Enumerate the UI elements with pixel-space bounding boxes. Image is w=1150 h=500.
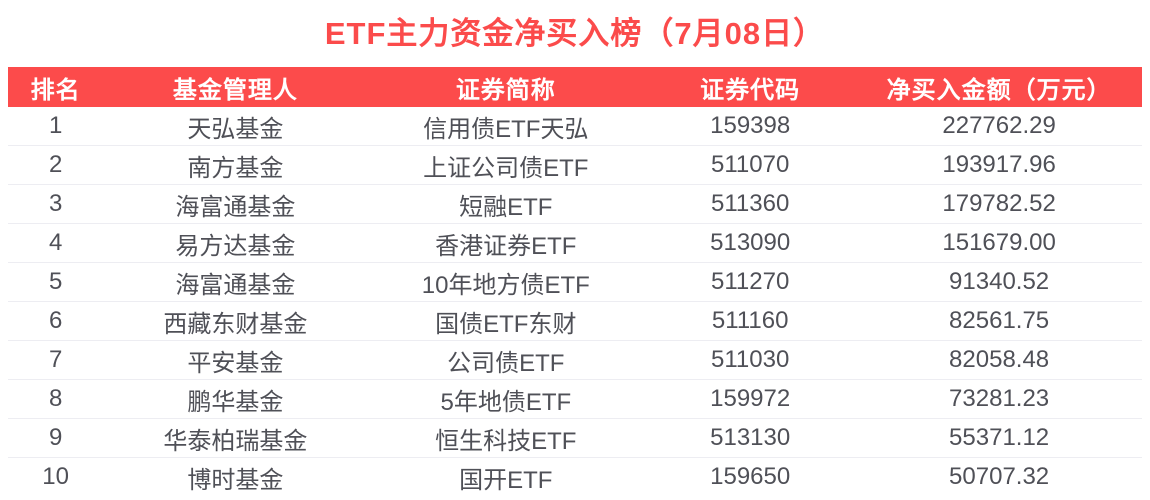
- rank-cell: 1: [8, 107, 104, 146]
- table-row: 6 西藏东财基金 国债ETF东财 511160 82561.75: [8, 301, 1142, 341]
- table-row: 7 平安基金 公司债ETF 511030 82058.48: [8, 340, 1142, 380]
- table-row: 9 华泰柏瑞基金 恒生科技ETF 513130 55371.12: [8, 418, 1142, 458]
- security-code-cell: 511270: [644, 262, 857, 302]
- rank-cell: 4: [8, 223, 104, 263]
- security-name-cell: 短融ETF: [367, 184, 645, 224]
- net-buy-amount-cell: 82561.75: [856, 301, 1142, 341]
- header-cell-security-code: 证券代码: [644, 67, 857, 107]
- header-cell-security-name: 证券简称: [367, 67, 645, 107]
- security-name-cell: 上证公司债ETF: [367, 145, 645, 185]
- table-row: 10 博时基金 国开ETF 159650 50707.32: [8, 457, 1142, 496]
- rank-cell: 5: [8, 262, 104, 302]
- security-code-cell: 513130: [644, 418, 857, 458]
- rank-cell: 9: [8, 418, 104, 458]
- net-buy-amount-cell: 50707.32: [856, 457, 1142, 496]
- security-code-cell: 511360: [644, 184, 857, 224]
- header-cell-rank: 排名: [8, 67, 104, 107]
- security-name-cell: 恒生科技ETF: [367, 418, 645, 458]
- header-cell-net-buy-amount: 净买入金额（万元）: [856, 67, 1142, 107]
- fund-manager-cell: 西藏东财基金: [103, 301, 368, 341]
- security-code-cell: 159398: [644, 107, 857, 146]
- etf-net-buy-table: 排名 基金管理人 证券简称 证券代码 净买入金额（万元） 1 天弘基金 信用债ETF天弘 15…: [8, 67, 1142, 496]
- rank-cell: 2: [8, 145, 104, 185]
- fund-manager-cell: 天弘基金: [103, 107, 368, 146]
- table-row: 4 易方达基金 香港证券ETF 513090 151679.00: [8, 223, 1142, 263]
- header-cell-fund-manager: 基金管理人: [103, 67, 368, 107]
- page-title: ETF主力资金净买入榜（7月08日）: [324, 16, 826, 51]
- security-name-cell: 信用债ETF天弘: [367, 107, 645, 146]
- rank-cell: 3: [8, 184, 104, 224]
- security-name-cell: 国开ETF: [367, 457, 645, 496]
- table-row: 3 海富通基金 短融ETF 511360 179782.52: [8, 184, 1142, 224]
- table-row: 2 南方基金 上证公司债ETF 511070 193917.96: [8, 145, 1142, 185]
- security-code-cell: 511070: [644, 145, 857, 185]
- security-code-cell: 511030: [644, 340, 857, 380]
- table-row: 5 海富通基金 10年地方债ETF 511270 91340.52: [8, 262, 1142, 302]
- net-buy-amount-cell: 73281.23: [856, 379, 1142, 419]
- rank-cell: 8: [8, 379, 104, 419]
- fund-manager-cell: 鹏华基金: [103, 379, 368, 419]
- table-row: 8 鹏华基金 5年地债ETF 159972 73281.23: [8, 379, 1142, 419]
- security-code-cell: 159650: [644, 457, 857, 496]
- table-body: 1 天弘基金 信用债ETF天弘 159398 227762.29 2 南方基金 上证公司债ET…: [8, 107, 1142, 496]
- security-name-cell: 香港证券ETF: [367, 223, 645, 263]
- net-buy-amount-cell: 193917.96: [856, 145, 1142, 185]
- table-row: 1 天弘基金 信用债ETF天弘 159398 227762.29: [8, 107, 1142, 146]
- net-buy-amount-cell: 91340.52: [856, 262, 1142, 302]
- net-buy-amount-cell: 82058.48: [856, 340, 1142, 380]
- fund-manager-cell: 易方达基金: [103, 223, 368, 263]
- rank-cell: 6: [8, 301, 104, 341]
- security-code-cell: 159972: [644, 379, 857, 419]
- fund-manager-cell: 南方基金: [103, 145, 368, 185]
- security-name-cell: 10年地方债ETF: [367, 262, 645, 302]
- fund-manager-cell: 海富通基金: [103, 184, 368, 224]
- rank-cell: 7: [8, 340, 104, 380]
- security-name-cell: 国债ETF东财: [367, 301, 645, 341]
- rank-cell: 10: [8, 457, 104, 496]
- table-header: 排名 基金管理人 证券简称 证券代码 净买入金额（万元）: [8, 67, 1142, 107]
- fund-manager-cell: 华泰柏瑞基金: [103, 418, 368, 458]
- fund-manager-cell: 海富通基金: [103, 262, 368, 302]
- net-buy-amount-cell: 227762.29: [856, 107, 1142, 146]
- security-code-cell: 511160: [644, 301, 857, 341]
- security-code-cell: 513090: [644, 223, 857, 263]
- net-buy-amount-cell: 151679.00: [856, 223, 1142, 263]
- table-header-row: 排名 基金管理人 证券简称 证券代码 净买入金额（万元）: [8, 67, 1142, 107]
- net-buy-amount-cell: 179782.52: [856, 184, 1142, 224]
- fund-manager-cell: 平安基金: [103, 340, 368, 380]
- net-buy-amount-cell: 55371.12: [856, 418, 1142, 458]
- security-name-cell: 公司债ETF: [367, 340, 645, 380]
- security-name-cell: 5年地债ETF: [367, 379, 645, 419]
- fund-manager-cell: 博时基金: [103, 457, 368, 496]
